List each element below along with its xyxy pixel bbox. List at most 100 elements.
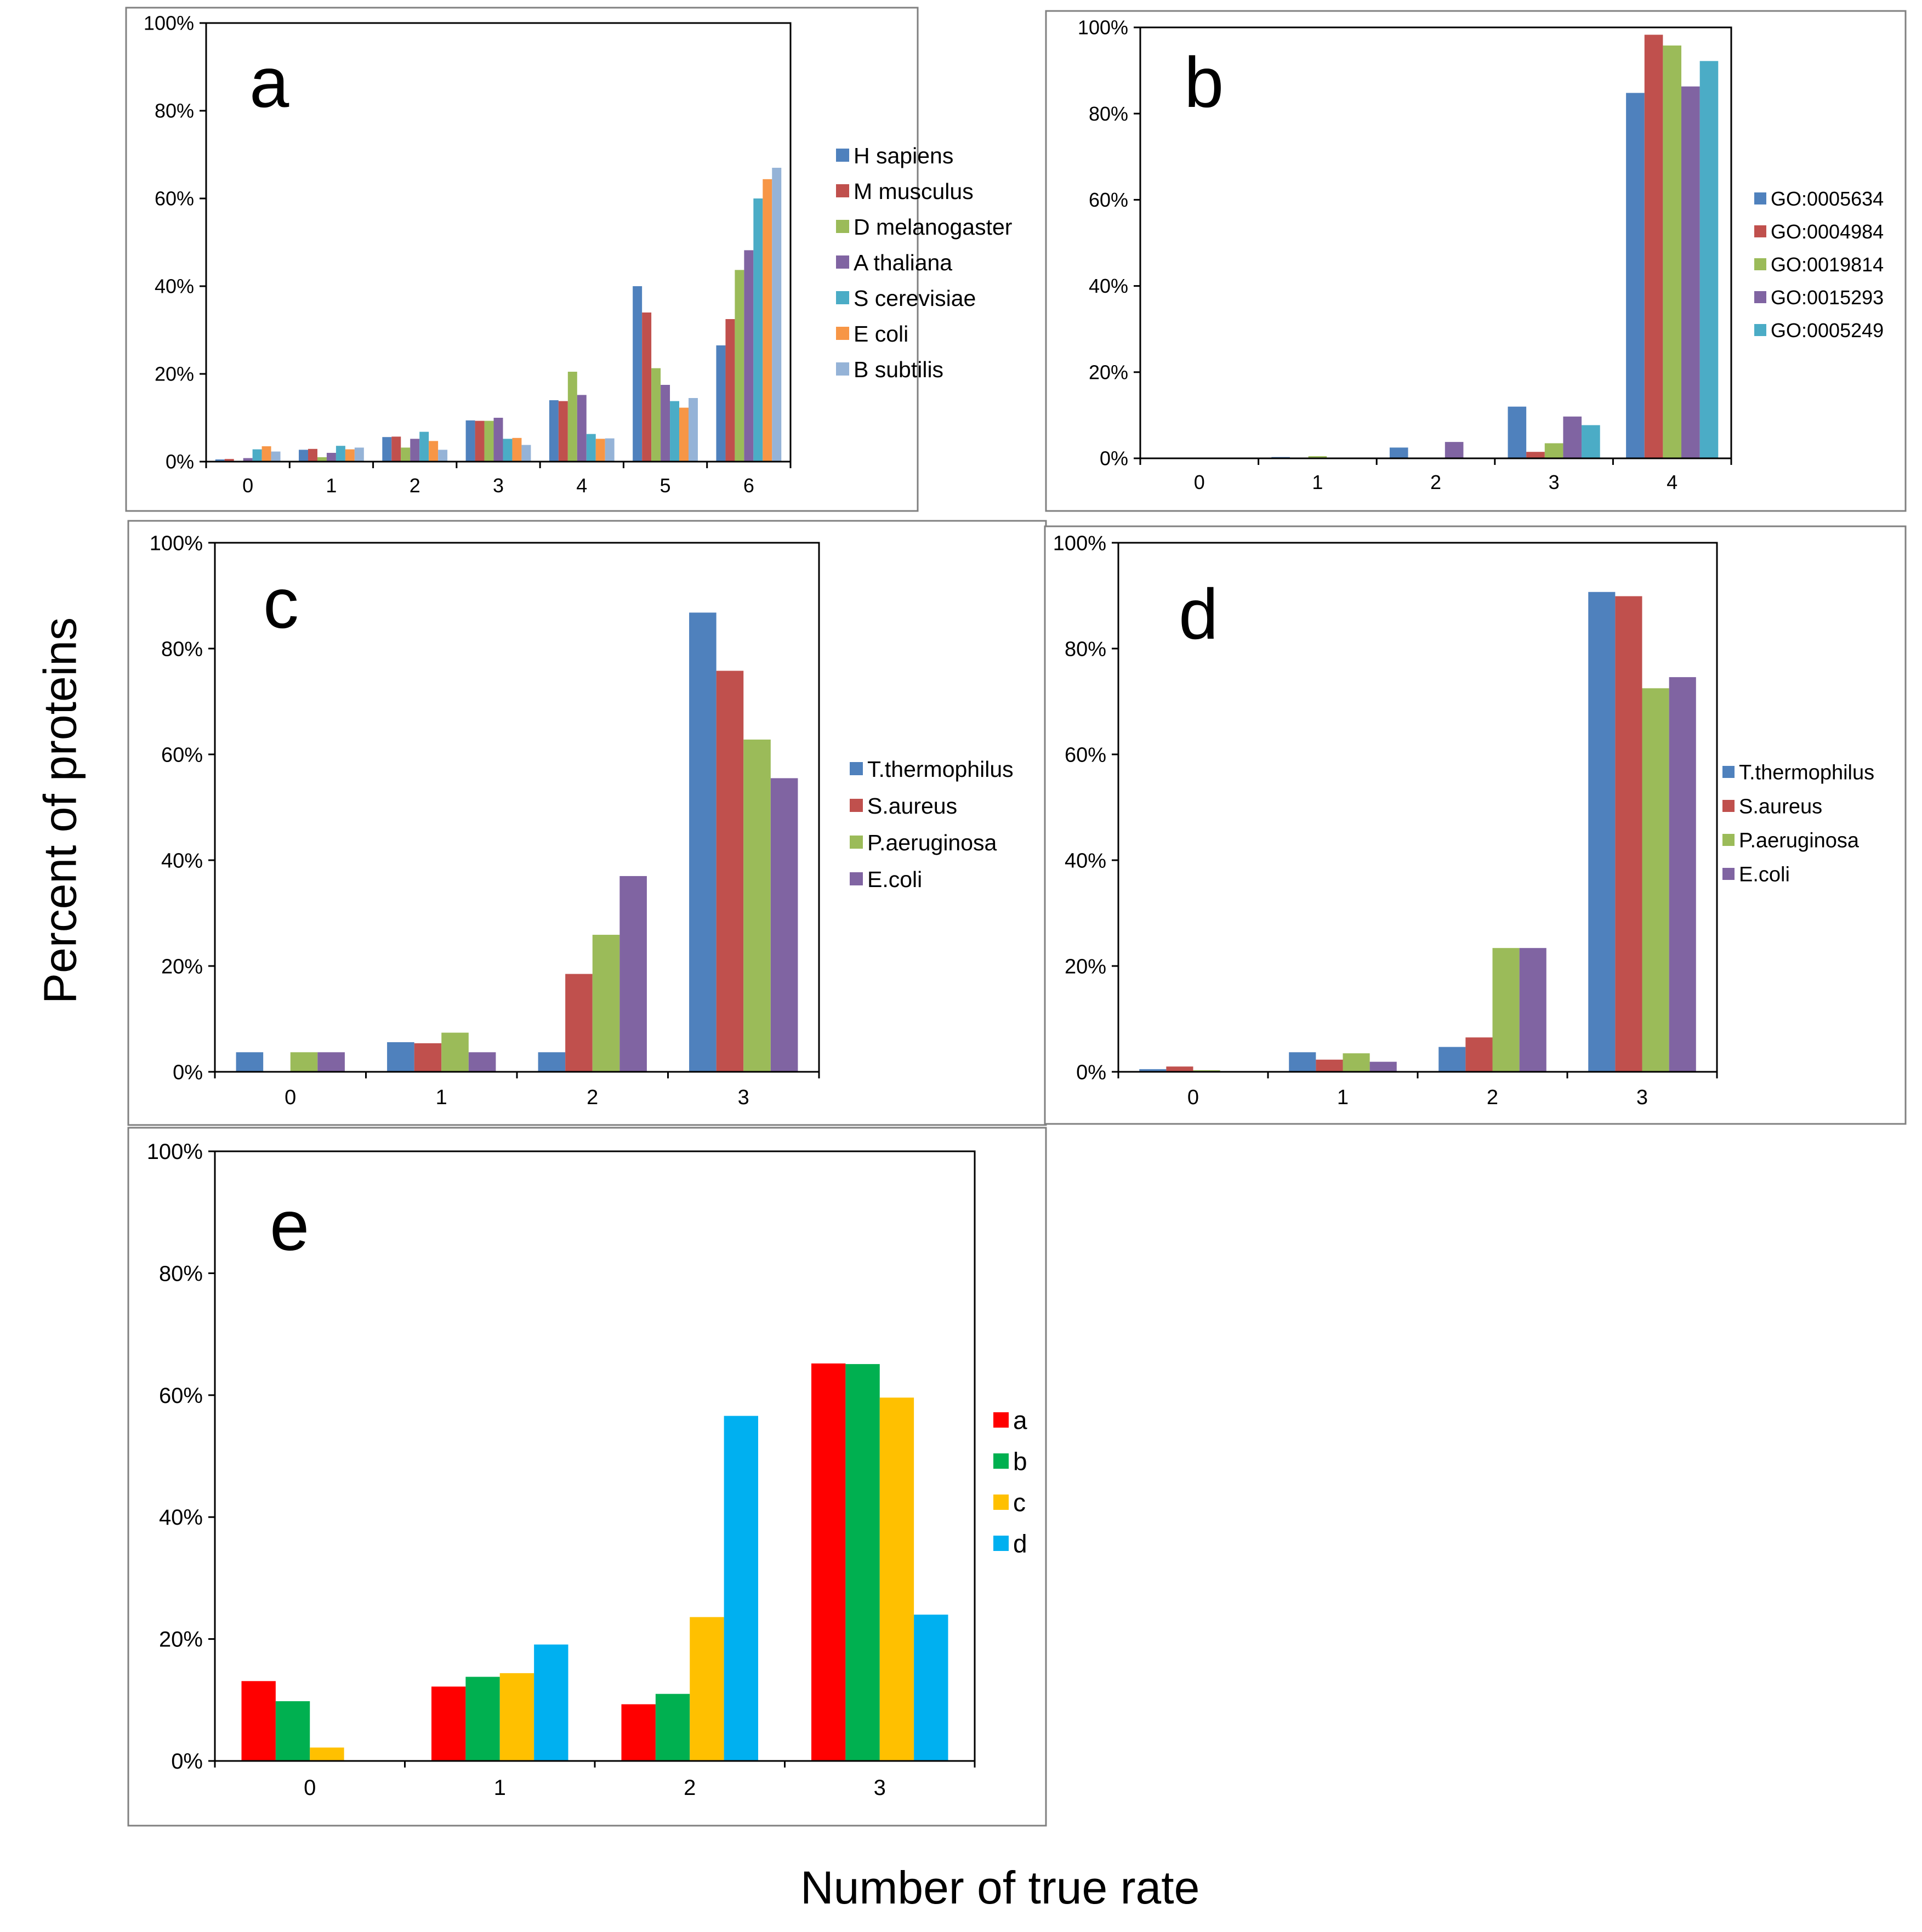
bar [354,447,364,462]
x-tick-label: 0 [242,474,253,497]
bar [763,179,772,462]
panel-letter: d [1179,574,1218,654]
y-tick-label: 100% [1078,16,1128,39]
bar [401,447,411,462]
x-tick-label: 4 [1667,471,1678,493]
bar [558,401,568,462]
y-tick-label: 0% [171,1749,203,1774]
bar [410,439,420,462]
bar [290,1052,318,1072]
bar [811,1363,846,1761]
bar [716,670,744,1072]
bar [271,451,281,462]
legend: GO:0005634 GO:0004984 GO:0019814 GO:0015293… [1754,187,1884,342]
bar [605,438,615,462]
chart-panel-b: 0%20%40%60%80%100%0 1 2 3 4bGO:0005634GO:000… [1045,10,1907,512]
legend-label: T.thermophilus [1739,762,1874,785]
legend-swatch [993,1495,1009,1510]
bar [1544,443,1563,458]
bar [484,421,494,462]
bar [1669,677,1696,1072]
legend-swatch [850,799,863,812]
legend-label: GO:0005634 [1771,187,1884,210]
legend-label: S.aureus [867,793,957,819]
bar [326,453,336,462]
bar [224,459,234,462]
bar [1642,688,1669,1072]
x-tick-label: 2 [587,1086,598,1109]
bar [595,439,605,462]
bar [567,372,577,462]
bar [391,436,401,462]
bar [441,1032,469,1072]
y-tick-label: 20% [161,955,203,978]
bar [633,286,642,462]
plot-area [205,22,792,463]
bar [651,368,661,462]
legend-swatch [836,220,849,233]
bar [382,437,392,462]
chart-panel-a: 0% 20% 40% 60% 80% 100% 0 1 2 3 4 5 6 a H sapiens M mus… [125,7,1012,512]
x-tick-label: 2 [684,1776,696,1800]
bar [724,1416,758,1761]
legend-swatch [1722,800,1735,812]
y-tick-label: 100% [144,12,194,35]
bar [1308,456,1327,458]
bar [1166,1066,1193,1072]
bar [1526,452,1545,458]
bar [1139,1069,1167,1072]
bar [261,446,271,462]
bar [419,431,429,462]
bar [243,458,253,462]
bar [1663,46,1682,458]
legend-label: d [1013,1530,1027,1558]
bar [317,1052,345,1072]
bar [336,446,345,462]
legend-label: H sapiens [854,143,953,168]
x-tick-label: 1 [436,1086,447,1109]
legend-swatch [850,872,863,885]
legend-label: S.aureus [1739,795,1822,819]
legend-label: S cerevisiae [854,286,976,311]
figure-x-axis-label: Number of true rate [800,1862,1200,1913]
y-tick-label: 100% [147,1140,203,1164]
legend-swatch [993,1412,1009,1428]
legend-swatch [1722,868,1735,880]
y-tick-label: 60% [159,1384,203,1408]
bar [499,1673,534,1761]
bar [299,450,309,462]
legend-label: T.thermophilus [867,757,1014,782]
bar [493,418,503,462]
bar [1445,442,1464,458]
x-tick-label: 3 [1636,1086,1648,1109]
bar [1508,406,1527,458]
y-tick-label: 20% [1065,955,1106,978]
y-tick-label: 40% [1089,275,1128,297]
y-tick-label: 80% [161,638,203,661]
bar [879,1397,914,1761]
bar [429,441,439,462]
x-tick-label: 2 [1487,1086,1498,1109]
y-tick-label: 40% [155,275,194,298]
bar [345,449,355,462]
y-tick-label: 80% [155,100,194,122]
bar [688,398,698,462]
bar [534,1644,568,1761]
x-tick-label: 6 [743,474,754,497]
bar [1316,1059,1343,1072]
bar [661,385,670,462]
y-tick-label: 0% [173,1061,203,1084]
bar [438,450,448,462]
bar [538,1052,566,1072]
bar [1492,948,1520,1072]
legend: T.thermophilus S.aureus P.aeruginosa E.coli [1722,762,1874,887]
bar [468,1052,496,1072]
bar [735,270,744,462]
bar [1438,1047,1466,1072]
x-tick-label: 0 [1194,471,1205,493]
legend-swatch [836,149,849,162]
y-tick-label: 0% [1100,447,1128,470]
bar [431,1686,466,1761]
panel-letter: c [263,563,299,643]
